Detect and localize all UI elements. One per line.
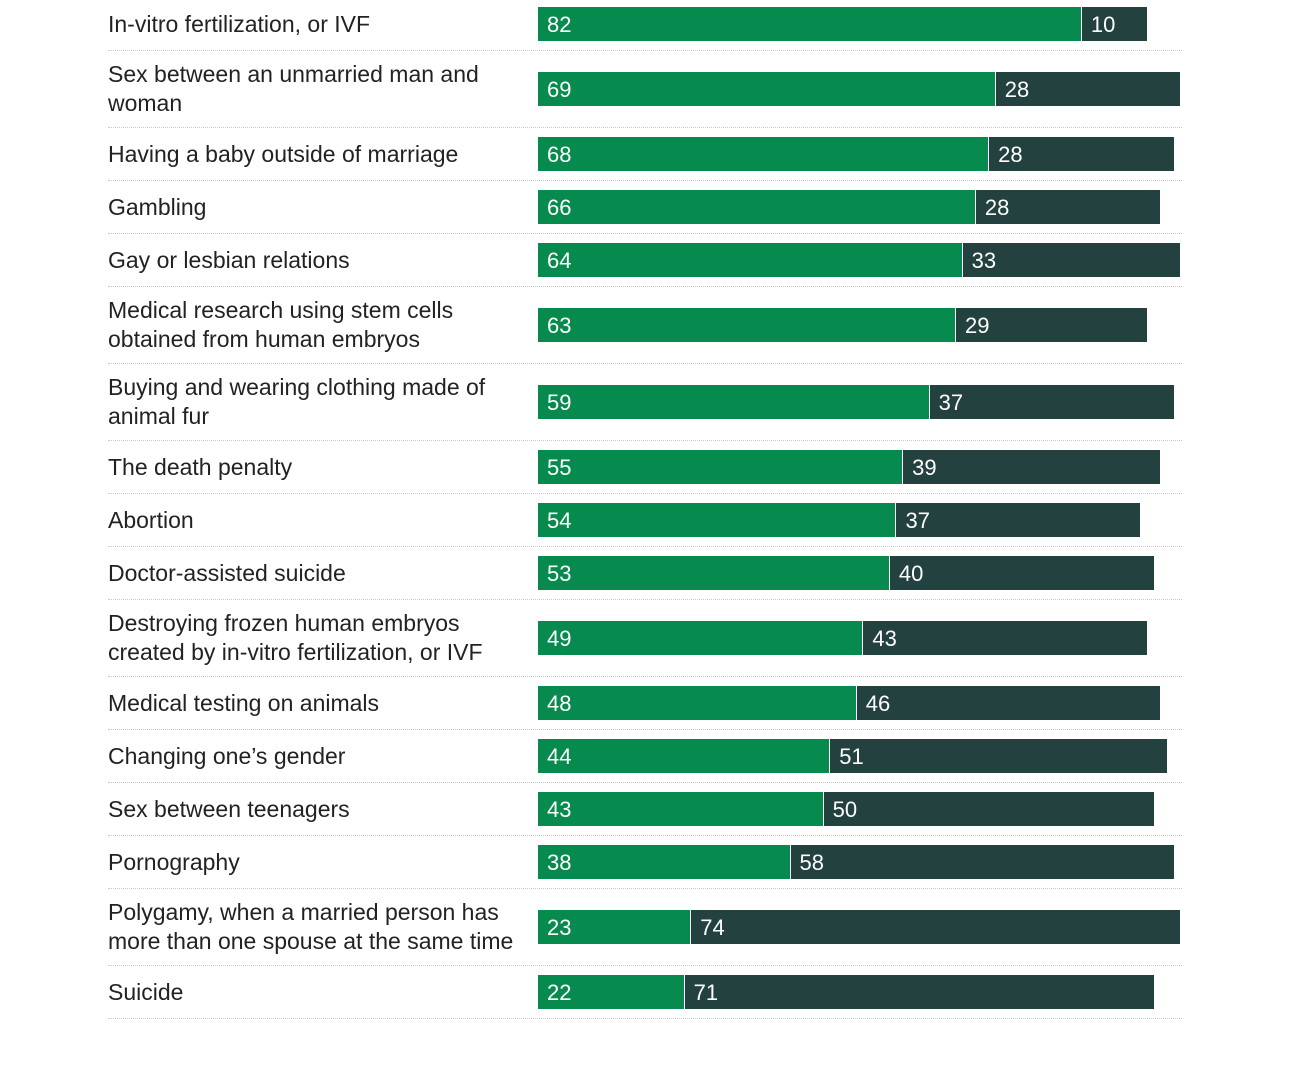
chart-row: Pornography 38 58 bbox=[108, 836, 1182, 889]
bar-segment-first: 66 bbox=[538, 190, 975, 224]
bar-group: 59 37 bbox=[538, 385, 1182, 419]
chart-row: Sex between teenagers 43 50 bbox=[108, 783, 1182, 836]
bar-segment-first: 82 bbox=[538, 7, 1081, 41]
category-label: The death penalty bbox=[108, 453, 293, 480]
chart-row: Medical testing on animals 48 46 bbox=[108, 677, 1182, 730]
category-label: Sex between an unmarried man and woman bbox=[108, 61, 479, 116]
bar-segment-second: 58 bbox=[789, 845, 1174, 879]
chart-row: Doctor-assisted suicide 53 40 bbox=[108, 547, 1182, 600]
chart-row: In-vitro fertilization, or IVF 82 10 bbox=[108, 0, 1182, 51]
category-label: Suicide bbox=[108, 978, 184, 1005]
chart-row: Destroying frozen human embryos created … bbox=[108, 600, 1182, 677]
bar-segment-first: 49 bbox=[538, 621, 863, 655]
bar-group: 54 37 bbox=[538, 503, 1182, 537]
category-label: Doctor-assisted suicide bbox=[108, 559, 346, 586]
bar-segment-second: 40 bbox=[888, 556, 1154, 590]
bar-segment-first: 69 bbox=[538, 72, 995, 106]
category-label: Destroying frozen human embryos created … bbox=[108, 610, 483, 665]
bar-segment-second: 28 bbox=[974, 190, 1161, 224]
chart-row: Gay or lesbian relations 64 33 bbox=[108, 234, 1182, 287]
bar-segment-first: 53 bbox=[538, 556, 889, 590]
bar-segment-first: 43 bbox=[538, 792, 823, 826]
bar-group: 49 43 bbox=[538, 621, 1182, 655]
bar-group: 22 71 bbox=[538, 975, 1182, 1009]
category-label: Medical testing on animals bbox=[108, 689, 380, 716]
category-label: In-vitro fertilization, or IVF bbox=[108, 10, 371, 37]
bar-segment-second: 33 bbox=[961, 243, 1181, 277]
bar-segment-first: 63 bbox=[538, 308, 956, 342]
chart-row: The death penalty 55 39 bbox=[108, 441, 1182, 494]
bar-group: 64 33 bbox=[538, 243, 1182, 277]
bar-group: 69 28 bbox=[538, 72, 1182, 106]
bar-segment-second: 71 bbox=[683, 975, 1154, 1009]
bar-segment-first: 44 bbox=[538, 739, 830, 773]
bar-segment-first: 64 bbox=[538, 243, 962, 277]
category-label: Changing one’s gender bbox=[108, 742, 346, 769]
bar-group: 48 46 bbox=[538, 686, 1182, 720]
stacked-bar-chart: In-vitro fertilization, or IVF 82 10 Sex be… bbox=[108, 0, 1182, 1019]
chart-row: Polygamy, when a married person has more… bbox=[108, 889, 1182, 966]
bar-segment-second: 37 bbox=[928, 385, 1174, 419]
bar-segment-second: 74 bbox=[690, 910, 1181, 944]
bar-segment-second: 43 bbox=[862, 621, 1148, 655]
bar-group: 68 28 bbox=[538, 137, 1182, 171]
chart-row: Having a baby outside of marriage 68 28 bbox=[108, 128, 1182, 181]
bar-group: 55 39 bbox=[538, 450, 1182, 484]
bar-group: 82 10 bbox=[538, 7, 1182, 41]
bar-segment-first: 55 bbox=[538, 450, 903, 484]
chart-row: Changing one’s gender 44 51 bbox=[108, 730, 1182, 783]
bar-segment-second: 39 bbox=[902, 450, 1161, 484]
bar-segment-second: 46 bbox=[855, 686, 1161, 720]
bar-segment-second: 37 bbox=[895, 503, 1141, 537]
category-label: Medical research using stem cells obtain… bbox=[108, 297, 454, 352]
bar-segment-first: 38 bbox=[538, 845, 790, 879]
category-label: Gambling bbox=[108, 193, 207, 220]
category-label: Abortion bbox=[108, 506, 194, 533]
bar-segment-second: 28 bbox=[988, 137, 1174, 171]
bar-segment-second: 10 bbox=[1080, 7, 1148, 41]
bar-group: 53 40 bbox=[538, 556, 1182, 590]
chart-row: Sex between an unmarried man and woman 69… bbox=[108, 51, 1182, 128]
chart-row: Suicide 22 71 bbox=[108, 966, 1182, 1019]
category-label: Pornography bbox=[108, 848, 240, 875]
bar-group: 66 28 bbox=[538, 190, 1182, 224]
bar-segment-second: 50 bbox=[822, 792, 1154, 826]
category-label: Polygamy, when a married person has more… bbox=[108, 899, 514, 954]
bar-segment-first: 22 bbox=[538, 975, 684, 1009]
category-label: Gay or lesbian relations bbox=[108, 246, 350, 273]
bar-group: 63 29 bbox=[538, 308, 1182, 342]
bar-segment-second: 28 bbox=[994, 72, 1181, 106]
category-label: Having a baby outside of marriage bbox=[108, 140, 459, 167]
chart-row: Medical research using stem cells obtain… bbox=[108, 287, 1182, 364]
bar-segment-first: 54 bbox=[538, 503, 896, 537]
bar-group: 38 58 bbox=[538, 845, 1182, 879]
bar-segment-first: 59 bbox=[538, 385, 929, 419]
bar-segment-second: 29 bbox=[955, 308, 1148, 342]
chart-row: Abortion 54 37 bbox=[108, 494, 1182, 547]
category-label: Sex between teenagers bbox=[108, 795, 350, 822]
bar-group: 43 50 bbox=[538, 792, 1182, 826]
bar-segment-second: 51 bbox=[829, 739, 1167, 773]
bar-group: 44 51 bbox=[538, 739, 1182, 773]
chart-row: Gambling 66 28 bbox=[108, 181, 1182, 234]
bar-segment-first: 68 bbox=[538, 137, 989, 171]
bar-group: 23 74 bbox=[538, 910, 1182, 944]
bar-segment-first: 23 bbox=[538, 910, 691, 944]
chart-row: Buying and wearing clothing made of anim… bbox=[108, 364, 1182, 441]
category-label: Buying and wearing clothing made of anim… bbox=[108, 374, 486, 429]
bar-segment-first: 48 bbox=[538, 686, 856, 720]
